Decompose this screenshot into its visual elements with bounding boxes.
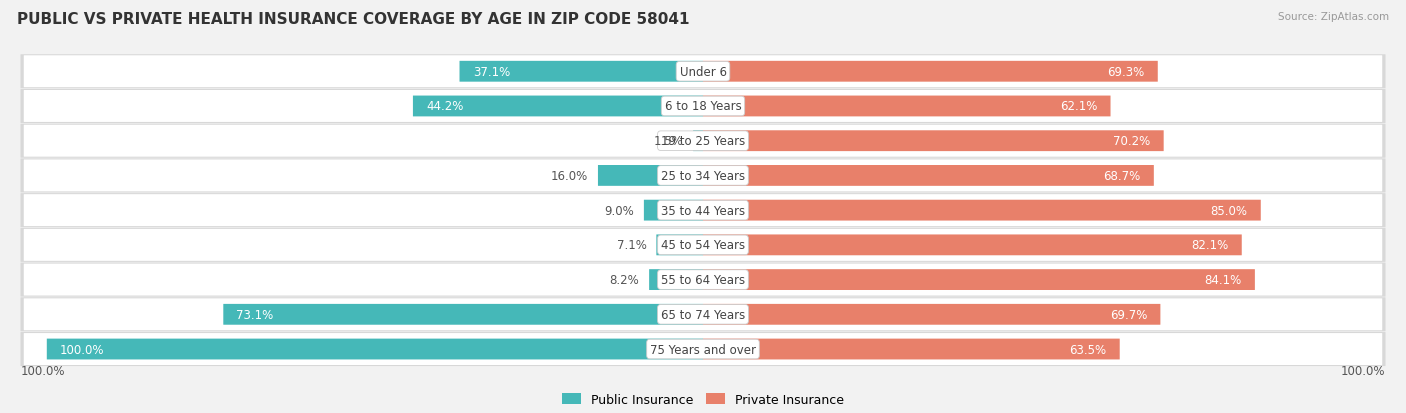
FancyBboxPatch shape — [703, 200, 1261, 221]
FancyBboxPatch shape — [21, 298, 1385, 332]
Text: 70.2%: 70.2% — [1114, 135, 1150, 148]
FancyBboxPatch shape — [46, 339, 703, 360]
Text: PUBLIC VS PRIVATE HEALTH INSURANCE COVERAGE BY AGE IN ZIP CODE 58041: PUBLIC VS PRIVATE HEALTH INSURANCE COVER… — [17, 12, 689, 27]
FancyBboxPatch shape — [24, 56, 1382, 88]
FancyBboxPatch shape — [21, 124, 1385, 158]
Text: 45 to 54 Years: 45 to 54 Years — [661, 239, 745, 252]
FancyBboxPatch shape — [24, 160, 1382, 192]
FancyBboxPatch shape — [21, 159, 1385, 193]
FancyBboxPatch shape — [703, 131, 1164, 152]
Text: 9.0%: 9.0% — [605, 204, 634, 217]
FancyBboxPatch shape — [21, 332, 1385, 366]
Text: 19 to 25 Years: 19 to 25 Years — [661, 135, 745, 148]
Legend: Public Insurance, Private Insurance: Public Insurance, Private Insurance — [557, 388, 849, 411]
FancyBboxPatch shape — [703, 270, 1256, 290]
FancyBboxPatch shape — [24, 195, 1382, 227]
FancyBboxPatch shape — [24, 333, 1382, 365]
FancyBboxPatch shape — [24, 91, 1382, 123]
Text: Under 6: Under 6 — [679, 66, 727, 78]
FancyBboxPatch shape — [24, 299, 1382, 330]
FancyBboxPatch shape — [21, 263, 1385, 297]
Text: 6 to 18 Years: 6 to 18 Years — [665, 100, 741, 113]
FancyBboxPatch shape — [644, 200, 703, 221]
Text: 7.1%: 7.1% — [617, 239, 647, 252]
FancyBboxPatch shape — [657, 235, 703, 256]
FancyBboxPatch shape — [21, 228, 1385, 262]
FancyBboxPatch shape — [703, 62, 1157, 83]
FancyBboxPatch shape — [224, 304, 703, 325]
Text: 63.5%: 63.5% — [1070, 343, 1107, 356]
FancyBboxPatch shape — [703, 339, 1119, 360]
FancyBboxPatch shape — [703, 304, 1160, 325]
Text: 84.1%: 84.1% — [1205, 273, 1241, 286]
Text: 69.3%: 69.3% — [1108, 66, 1144, 78]
FancyBboxPatch shape — [598, 166, 703, 186]
FancyBboxPatch shape — [21, 194, 1385, 228]
Text: 44.2%: 44.2% — [426, 100, 464, 113]
Text: 73.1%: 73.1% — [236, 308, 274, 321]
FancyBboxPatch shape — [24, 229, 1382, 261]
FancyBboxPatch shape — [21, 90, 1385, 123]
Text: 37.1%: 37.1% — [472, 66, 510, 78]
Text: 100.0%: 100.0% — [21, 364, 65, 377]
FancyBboxPatch shape — [703, 235, 1241, 256]
Text: 65 to 74 Years: 65 to 74 Years — [661, 308, 745, 321]
FancyBboxPatch shape — [703, 96, 1111, 117]
Text: 85.0%: 85.0% — [1211, 204, 1247, 217]
Text: 82.1%: 82.1% — [1191, 239, 1229, 252]
Text: 68.7%: 68.7% — [1104, 169, 1140, 183]
Text: Source: ZipAtlas.com: Source: ZipAtlas.com — [1278, 12, 1389, 22]
Text: 1.5%: 1.5% — [654, 135, 683, 148]
FancyBboxPatch shape — [24, 264, 1382, 296]
Text: 100.0%: 100.0% — [60, 343, 104, 356]
FancyBboxPatch shape — [24, 126, 1382, 157]
FancyBboxPatch shape — [21, 55, 1385, 89]
Text: 62.1%: 62.1% — [1060, 100, 1097, 113]
Text: 25 to 34 Years: 25 to 34 Years — [661, 169, 745, 183]
Text: 35 to 44 Years: 35 to 44 Years — [661, 204, 745, 217]
Text: 55 to 64 Years: 55 to 64 Years — [661, 273, 745, 286]
FancyBboxPatch shape — [460, 62, 703, 83]
Text: 69.7%: 69.7% — [1109, 308, 1147, 321]
FancyBboxPatch shape — [413, 96, 703, 117]
FancyBboxPatch shape — [693, 131, 703, 152]
FancyBboxPatch shape — [650, 270, 703, 290]
FancyBboxPatch shape — [703, 166, 1154, 186]
Text: 16.0%: 16.0% — [551, 169, 588, 183]
Text: 75 Years and over: 75 Years and over — [650, 343, 756, 356]
Text: 8.2%: 8.2% — [610, 273, 640, 286]
Text: 100.0%: 100.0% — [1341, 364, 1385, 377]
